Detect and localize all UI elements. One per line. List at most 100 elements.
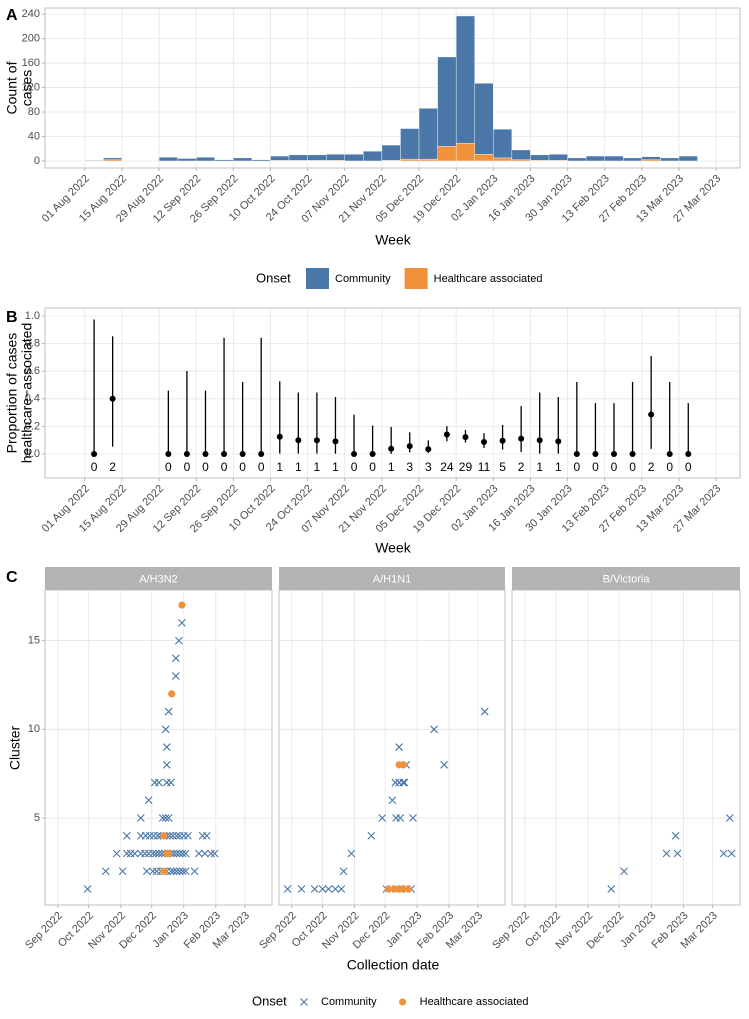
point: [367, 831, 376, 840]
point: [400, 778, 409, 787]
legend-key: [399, 998, 407, 1006]
point: [443, 431, 450, 438]
point: [276, 433, 283, 440]
point: [388, 796, 397, 805]
facet-title: A/H1N1: [373, 573, 412, 585]
count-label: 2: [109, 460, 116, 474]
x-axis-title: Week: [375, 540, 412, 556]
count-label: 11: [478, 460, 491, 474]
point: [158, 814, 167, 822]
facet-title: A/H3N2: [139, 573, 178, 585]
point: [171, 654, 180, 663]
bar: [418, 108, 438, 160]
x-axis-title: Collection date: [347, 957, 440, 973]
point: [141, 849, 149, 858]
count-label: 0: [574, 460, 581, 474]
y-tick-label: 200: [22, 32, 40, 44]
bar: [400, 158, 420, 162]
y-tick-label: 80: [28, 106, 40, 118]
bar: [325, 154, 345, 161]
point: [160, 832, 168, 840]
legend-title: Onset: [252, 993, 287, 1008]
count-label: 2: [518, 460, 525, 474]
y-tick-label: 0: [34, 155, 40, 167]
point: [167, 778, 175, 787]
point: [351, 450, 358, 457]
point: [210, 849, 219, 858]
point: [154, 849, 163, 858]
point: [378, 814, 387, 822]
point: [592, 450, 599, 457]
point: [347, 849, 356, 858]
point: [573, 450, 580, 457]
point: [258, 450, 265, 457]
point: [167, 867, 175, 876]
point: [671, 831, 680, 840]
point: [175, 867, 184, 876]
bar: [288, 154, 308, 161]
point: [153, 831, 162, 840]
bar: [493, 157, 513, 162]
point: [727, 849, 736, 858]
panel-background: [45, 8, 740, 168]
point: [202, 450, 209, 457]
bar: [474, 154, 494, 162]
point: [388, 445, 395, 452]
point: [685, 450, 692, 457]
point: [178, 849, 187, 858]
point: [391, 778, 400, 787]
point: [239, 450, 246, 457]
bar: [418, 158, 438, 162]
y-tick-label: 0.2: [25, 420, 40, 432]
point: [331, 885, 340, 893]
point: [165, 849, 173, 858]
y-tick-label: 240: [22, 8, 40, 20]
y-tick-label: 15: [28, 634, 40, 646]
bar: [270, 155, 290, 161]
count-label: 0: [592, 460, 599, 474]
facet-strip: [512, 567, 740, 590]
legend-label: Community: [335, 273, 391, 285]
point: [151, 849, 160, 858]
point: [142, 867, 151, 876]
point: [194, 849, 203, 858]
panel-label: C: [6, 569, 18, 586]
bar: [455, 15, 475, 144]
y-axis-title: cases: [19, 70, 35, 107]
point: [172, 849, 181, 858]
point: [181, 867, 190, 876]
point: [629, 450, 636, 457]
y-tick-label: 40: [28, 130, 40, 142]
point: [666, 450, 673, 457]
bar: [641, 156, 661, 160]
y-tick-label: 0.4: [25, 393, 40, 405]
y-axis-title: healthcare−associated: [19, 323, 35, 464]
panel-border: [511, 589, 741, 906]
count-label: 0: [629, 460, 636, 474]
point: [499, 437, 506, 444]
count-label: 0: [611, 460, 618, 474]
point: [101, 867, 110, 876]
point: [295, 437, 302, 444]
y-tick-label: 0.0: [25, 448, 40, 460]
bar: [214, 159, 234, 162]
point: [462, 434, 469, 441]
point: [620, 867, 628, 876]
point: [190, 867, 199, 876]
count-label: 29: [459, 460, 473, 474]
point: [181, 849, 190, 858]
bar: [548, 154, 568, 161]
count-label: 3: [406, 460, 413, 474]
y-axis-title: Count of: [4, 61, 20, 114]
point: [202, 831, 211, 840]
bar: [400, 128, 420, 160]
bar: [251, 159, 271, 162]
point: [324, 885, 333, 893]
point: [174, 636, 183, 645]
panel-border: [44, 589, 273, 906]
point: [172, 867, 181, 876]
y-tick-label: 120: [22, 81, 40, 93]
count-label: 3: [425, 460, 432, 474]
panel-label: B: [6, 309, 18, 326]
